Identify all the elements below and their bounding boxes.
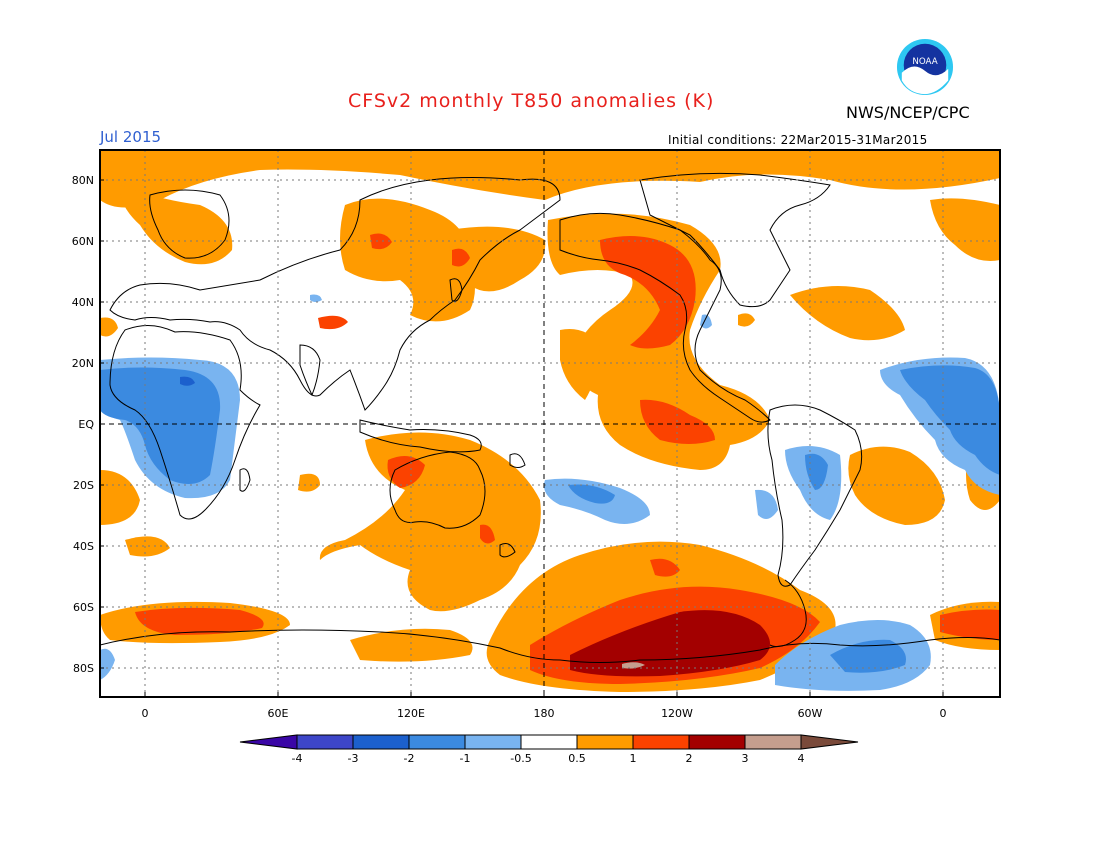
legend-swatch — [520, 734, 578, 750]
legend-tick-label: -1 — [460, 752, 471, 765]
warm-southern-indian — [350, 628, 473, 662]
warm-south-indian — [298, 473, 320, 492]
warm3-south-pacific — [570, 610, 770, 677]
legend-arrow-low — [239, 734, 298, 750]
lat-label: 60N — [72, 235, 94, 248]
legend-swatch — [464, 734, 522, 750]
lon-axis: 0 60E 120E 180 120W 60W 0 — [142, 692, 947, 720]
warm-siberia — [449, 226, 546, 292]
legend-swatch — [352, 734, 410, 750]
lat-label: 20S — [73, 479, 94, 492]
lat-axis: 80N 60N 40N 20N EQ 20S 40S 60S 80S — [72, 174, 104, 675]
color-legend: -4 -3 -2 -1 -0.5 0.5 1 2 3 4 — [239, 734, 859, 765]
lon-label: 60W — [798, 707, 823, 720]
legend-swatch — [408, 734, 466, 750]
warm2-asia-2 — [318, 315, 348, 330]
lon-label: 60E — [268, 707, 289, 720]
agency-label: NWS/NCEP/CPC — [846, 103, 970, 122]
warm4-south-pacific — [622, 662, 645, 669]
cool-small-2 — [310, 294, 322, 302]
cool3-west-africa — [180, 376, 195, 386]
cool2-west-africa — [100, 367, 221, 484]
legend-tick-label: -3 — [348, 752, 359, 765]
legend-swatch — [632, 734, 690, 750]
cool2-s-pacific — [568, 484, 615, 504]
warm-arctic-east — [930, 198, 1000, 261]
warm-arctic-band — [100, 150, 1000, 208]
cool2-s-america — [805, 453, 828, 490]
legend-swatch — [576, 734, 634, 750]
forecast-month: Jul 2015 — [100, 128, 162, 146]
warm-east-atlantic — [790, 286, 905, 341]
lat-label: 80S — [73, 662, 94, 675]
lon-label: 0 — [142, 707, 149, 720]
warm2-snpac-tongue — [650, 558, 680, 577]
cool-se-pacific — [755, 489, 778, 519]
warm2-australia — [387, 456, 425, 488]
legend-tick-label: 0.5 — [568, 752, 586, 765]
lon-label: 120E — [397, 707, 425, 720]
warm-small-3 — [125, 536, 170, 557]
warm-small-4 — [738, 313, 755, 327]
legend-tick-label: 1 — [630, 752, 637, 765]
lon-label: 180 — [534, 707, 555, 720]
lat-label: 60S — [73, 601, 94, 614]
legend-tick-label: -2 — [404, 752, 415, 765]
gridlines — [100, 150, 1000, 697]
reference-lines — [100, 150, 1000, 697]
warm-australia — [319, 432, 541, 612]
lat-label: 40N — [72, 296, 94, 309]
lat-label: 40S — [73, 540, 94, 553]
lon-label: 120W — [661, 707, 693, 720]
coastlines — [100, 172, 1000, 663]
anomaly-fields — [100, 150, 1000, 692]
warm2-antarctic-atl — [135, 607, 264, 635]
lat-label: 20N — [72, 357, 94, 370]
legend-tick-label: 2 — [686, 752, 693, 765]
warm2-antarctic-east — [940, 609, 1000, 640]
legend-tick-label: -0.5 — [510, 752, 531, 765]
lon-label: 0 — [940, 707, 947, 720]
cool2-antarctic-atl — [830, 639, 906, 673]
legend-swatch — [688, 734, 746, 750]
legend-tick-label: 4 — [798, 752, 805, 765]
cool-west-antarctic — [100, 648, 115, 680]
noaa-logo-icon: NOAA — [896, 38, 954, 96]
legend-arrow-high — [800, 734, 859, 750]
lat-label: 80N — [72, 174, 94, 187]
legend-tick-label: 3 — [742, 752, 749, 765]
lat-label: EQ — [78, 418, 94, 431]
logo-text: NOAA — [912, 57, 937, 67]
warm2-siberia — [452, 248, 470, 267]
warm-small-2 — [100, 500, 112, 520]
warm-small-1 — [100, 317, 118, 337]
legend-swatch — [744, 734, 802, 750]
map-title: CFSv2 monthly T850 anomalies (K) — [348, 90, 715, 112]
cool2-caribbean — [900, 365, 1000, 475]
legend-swatch — [296, 734, 354, 750]
legend-tick-label: -4 — [292, 752, 303, 765]
warm2-asia-1 — [370, 233, 392, 250]
warm-south-atlantic — [848, 446, 945, 525]
warm-asia — [340, 198, 475, 322]
warm2-australia-e — [480, 524, 495, 544]
initial-conditions: Initial conditions: 22Mar2015-31Mar2015 — [668, 133, 928, 147]
warm-npac-tongue — [560, 329, 600, 400]
warm-greenland — [119, 185, 233, 265]
